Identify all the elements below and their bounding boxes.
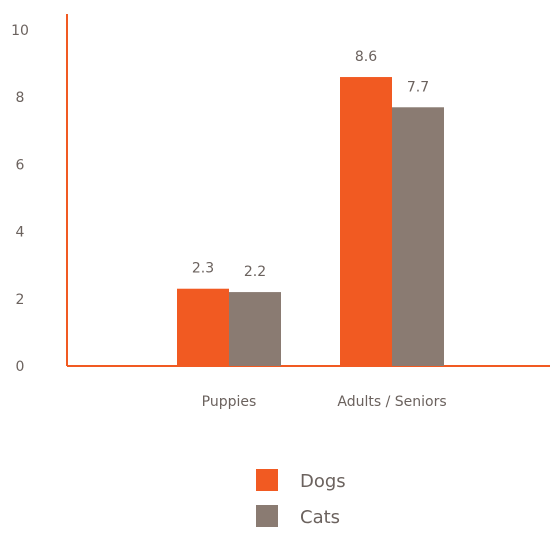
y-tick-label: 2 (16, 292, 25, 308)
y-tick-label: 0 (16, 359, 25, 375)
data-label: 2.3 (192, 261, 214, 277)
data-label: 2.2 (244, 264, 266, 280)
legend-swatch-cats (256, 505, 278, 527)
bar-dogs-1 (340, 77, 392, 366)
category-labels-group: Puppies Adults / Seniors (202, 394, 447, 410)
y-tick-label: 6 (16, 157, 25, 173)
bar-cats-1 (392, 107, 444, 366)
data-label: 7.7 (407, 79, 429, 95)
bars-group (177, 77, 444, 366)
legend-label-dogs: Dogs (300, 471, 346, 492)
legend-swatch-dogs (256, 469, 278, 491)
bar-cats-0 (229, 292, 281, 366)
legend-label-cats: Cats (300, 507, 340, 528)
data-label: 8.6 (355, 49, 377, 65)
legend: Dogs Cats (256, 469, 346, 528)
y-tick-label: 8 (16, 90, 25, 106)
y-tick-label: 4 (16, 225, 25, 241)
category-label: Adults / Seniors (337, 394, 446, 410)
y-tick-label: 10 (11, 23, 29, 39)
category-label: Puppies (202, 394, 257, 410)
bar-dogs-0 (177, 288, 229, 366)
data-labels-group: 2.3 2.2 8.6 7.7 (192, 49, 429, 280)
y-axis-ticks: 0 2 4 6 8 10 (11, 23, 29, 375)
